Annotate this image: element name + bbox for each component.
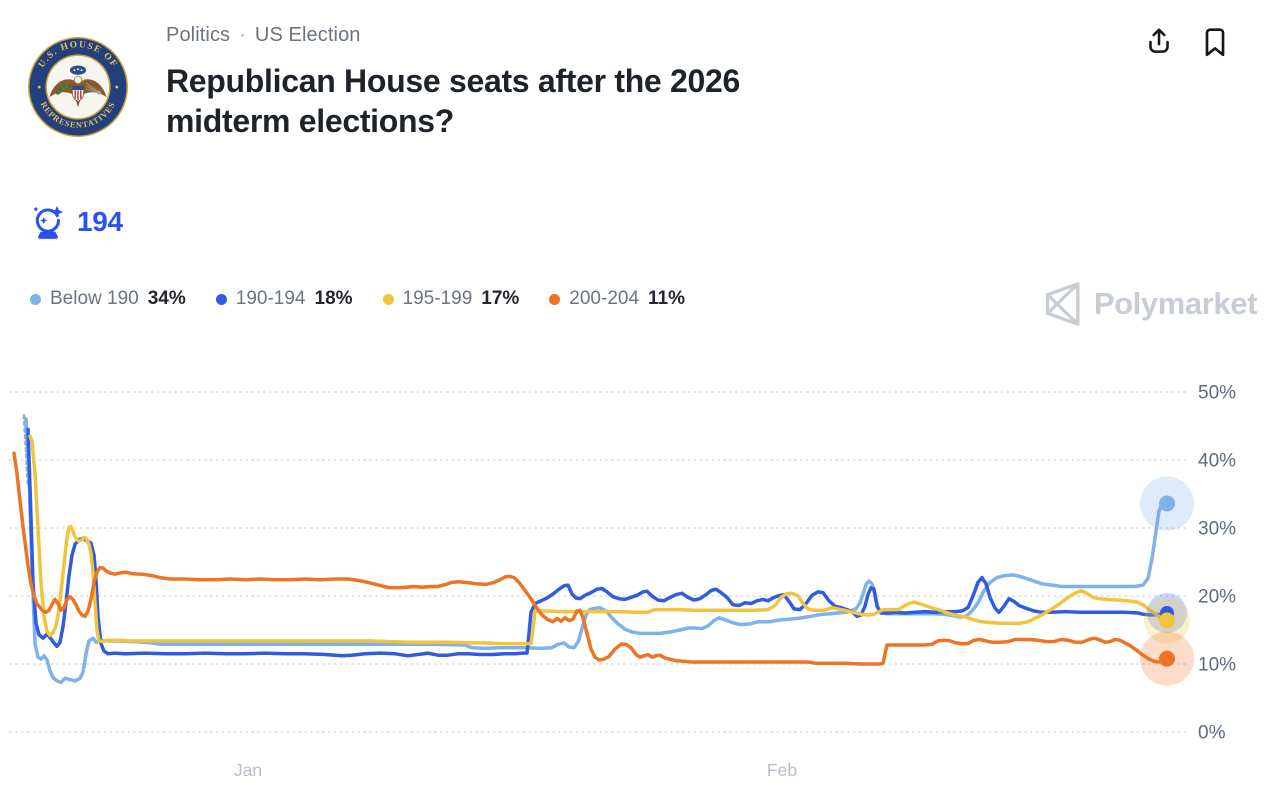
y-axis-label-0: 0% bbox=[1198, 723, 1226, 744]
legend-label: 190-194 bbox=[235, 288, 306, 309]
legend-item-195-199[interactable]: 195-199 17% bbox=[382, 288, 520, 310]
share-icon bbox=[1149, 28, 1169, 53]
forecast-value: 194 bbox=[77, 206, 123, 237]
x-axis-label-jan: Jan bbox=[234, 760, 262, 780]
y-axis-label-30: 30% bbox=[1198, 519, 1236, 540]
legend-label: 195-199 bbox=[402, 288, 473, 309]
bookmark-icon bbox=[1205, 27, 1225, 56]
watermark-text: Polymarket bbox=[1093, 286, 1258, 321]
legend-value: 18% bbox=[314, 288, 353, 309]
forecast: 194 bbox=[30, 205, 123, 239]
legend-label: Below 190 bbox=[50, 288, 139, 309]
crystal-ball-icon bbox=[34, 206, 63, 239]
watermark: Polymarket bbox=[1040, 279, 1257, 329]
breadcrumb-subcategory[interactable]: US Election bbox=[254, 24, 361, 46]
legend-item-190-194[interactable]: 190-194 18% bbox=[215, 288, 353, 310]
series-200-204-end-dot bbox=[1159, 650, 1175, 667]
header-actions bbox=[1144, 26, 1230, 58]
house-of-representatives-seal-icon: U.S. HOUSE OF REPRESENTATIVES bbox=[28, 37, 128, 137]
legend: Below 190 34% 190-194 18% 195-199 17% 200-204 1… bbox=[30, 288, 685, 310]
series-190-194-line bbox=[26, 427, 1169, 658]
legend-dot-icon bbox=[549, 293, 561, 305]
legend-value: 11% bbox=[648, 288, 686, 309]
legend-dot-icon bbox=[30, 293, 41, 305]
legend-item-200-204[interactable]: 200-204 11% bbox=[549, 288, 685, 310]
y-axis-label-10: 10% bbox=[1198, 655, 1236, 676]
series-195-199-end-dot bbox=[1159, 612, 1175, 629]
series-195-199-line bbox=[28, 434, 1169, 646]
y-axis-label-20: 20% bbox=[1198, 587, 1236, 608]
legend-item-below-190[interactable]: Below 190 34% bbox=[30, 288, 186, 310]
bookmark-button[interactable] bbox=[1200, 26, 1230, 58]
series-200-204-line bbox=[12, 451, 1169, 666]
series-below-190-end-dot bbox=[1159, 495, 1175, 512]
x-axis-label-feb: Feb bbox=[767, 760, 797, 780]
breadcrumb-category[interactable]: Politics bbox=[166, 24, 231, 46]
legend-label: 200-204 bbox=[569, 288, 640, 309]
page-title: Republican House seats after the 2026 mi… bbox=[166, 63, 741, 139]
y-axis-label-50: 50% bbox=[1198, 383, 1236, 404]
breadcrumb: Politics · US Election bbox=[166, 24, 926, 47]
legend-value: 17% bbox=[481, 288, 520, 309]
legend-dot-icon bbox=[382, 293, 394, 305]
polymarket-logo-icon bbox=[1045, 282, 1080, 326]
y-axis-label-40: 40% bbox=[1198, 451, 1236, 472]
breadcrumb-separator: · bbox=[239, 24, 246, 46]
legend-dot-icon bbox=[215, 293, 227, 305]
share-button[interactable] bbox=[1144, 26, 1174, 58]
legend-value: 34% bbox=[147, 288, 186, 309]
